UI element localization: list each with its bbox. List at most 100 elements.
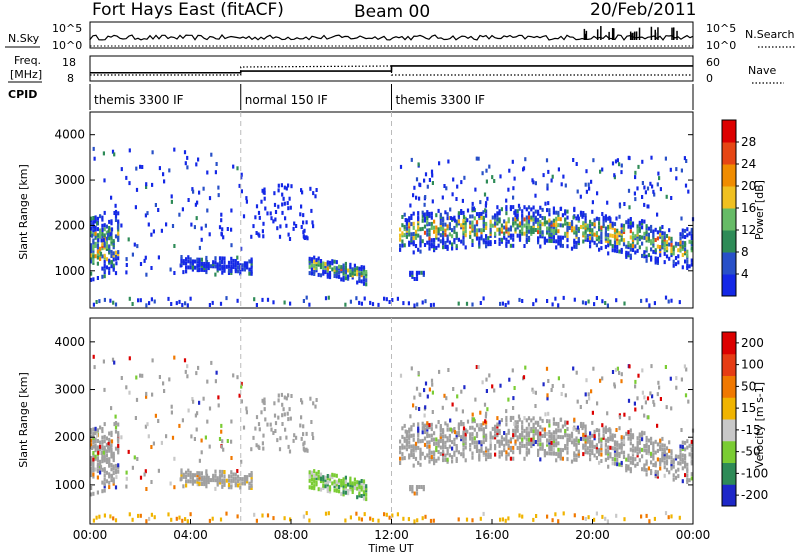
power-cell [460, 239, 463, 244]
power-cell [110, 219, 113, 224]
power-cell [449, 216, 452, 221]
velocity-cell [473, 444, 476, 449]
power-cell [509, 233, 512, 238]
velocity-cell [170, 410, 173, 415]
power-cell [591, 228, 594, 233]
power-cell [670, 238, 673, 243]
power-cell [421, 239, 424, 244]
velocity-cell [494, 426, 497, 431]
velocity-cell [494, 452, 497, 457]
velocity-cell [641, 430, 644, 435]
velocity-cell [572, 426, 575, 431]
power-cell [480, 211, 483, 216]
velocity-cell [117, 435, 120, 440]
power-cell [522, 166, 526, 171]
velocity-cell [340, 491, 343, 496]
velocity-cell [315, 473, 318, 478]
velocity-cell [527, 426, 531, 431]
power-cell [532, 211, 535, 216]
power-cell [430, 225, 433, 230]
velocity-cell [598, 450, 601, 454]
power-cell [672, 259, 675, 264]
velocity-cell [656, 442, 659, 447]
power-cell [616, 228, 619, 233]
velocity-cell [282, 407, 285, 412]
velocity-cell [439, 432, 442, 437]
power-cell [250, 269, 253, 274]
velocity-cell [485, 377, 488, 382]
freq-frame [89, 55, 694, 82]
power-cell [505, 243, 508, 248]
velocity-cell [186, 374, 189, 379]
power-cell [645, 238, 648, 243]
power-cell [482, 222, 485, 226]
power-cell [281, 202, 284, 207]
power-cell [629, 253, 632, 258]
power-cell [236, 298, 239, 303]
power-cell [250, 265, 253, 270]
velocity-cell [110, 450, 113, 455]
power-cell [246, 263, 249, 268]
velocity-cell [627, 453, 630, 458]
power-cell [237, 269, 240, 274]
velocity-cell [499, 383, 502, 388]
velocity-cell [514, 439, 517, 444]
velocity-cell [133, 455, 136, 460]
power-cell [426, 228, 429, 233]
power-colorbar-tick-label: 4 [741, 267, 749, 281]
power-cell [591, 200, 594, 205]
velocity-cell [277, 393, 280, 398]
power-cell [546, 238, 549, 243]
velocity-cell [638, 458, 641, 463]
velocity-cell [448, 444, 451, 449]
velocity-cell [550, 436, 553, 441]
power-cell [507, 239, 510, 244]
velocity-cell [101, 489, 104, 494]
velocity-cell [92, 457, 95, 462]
velocity-cell [125, 385, 128, 390]
velocity-cell [504, 518, 507, 523]
velocity-cell [319, 472, 323, 477]
velocity-cell [101, 446, 104, 451]
power-cell [687, 189, 690, 194]
power-cell [523, 223, 526, 228]
power-cell [302, 220, 305, 225]
velocity-cell [262, 400, 265, 405]
velocity-cell [178, 423, 181, 428]
power-colorbar-label: Power [dB] [753, 180, 766, 240]
power-cell [448, 232, 451, 237]
velocity-cell [335, 486, 338, 491]
velocity-cell [471, 451, 474, 456]
velocity-colorbar-tick-label: -15 [741, 423, 761, 437]
velocity-cell [637, 373, 640, 378]
velocity-cell [681, 466, 684, 471]
velocity-cell [313, 469, 316, 474]
velocity-cell [494, 433, 497, 438]
power-cell [202, 186, 205, 191]
power-cell [628, 205, 631, 210]
power-cell [592, 158, 595, 163]
power-cell [514, 227, 517, 232]
velocity-cell [620, 372, 623, 377]
velocity-cell [491, 426, 494, 431]
velocity-cell [410, 425, 413, 430]
velocity-cell [534, 431, 537, 436]
velocity-cell [424, 514, 427, 519]
velocity-cell [442, 458, 445, 463]
velocity-cell [435, 448, 438, 453]
velocity-cell [414, 444, 418, 448]
velocity-cell [541, 433, 544, 438]
velocity-cell [530, 429, 533, 434]
velocity-cell [629, 469, 632, 474]
velocity-cell [338, 485, 341, 489]
power-cell [442, 237, 445, 242]
velocity-cell [507, 452, 510, 457]
velocity-cell [423, 442, 427, 447]
velocity-cell [670, 451, 673, 456]
velocity-cell [220, 473, 224, 478]
power-cell [433, 225, 436, 230]
power-cell [670, 242, 673, 247]
velocity-cell [94, 454, 97, 459]
velocity-cell [167, 512, 170, 517]
power-cell [584, 301, 587, 306]
